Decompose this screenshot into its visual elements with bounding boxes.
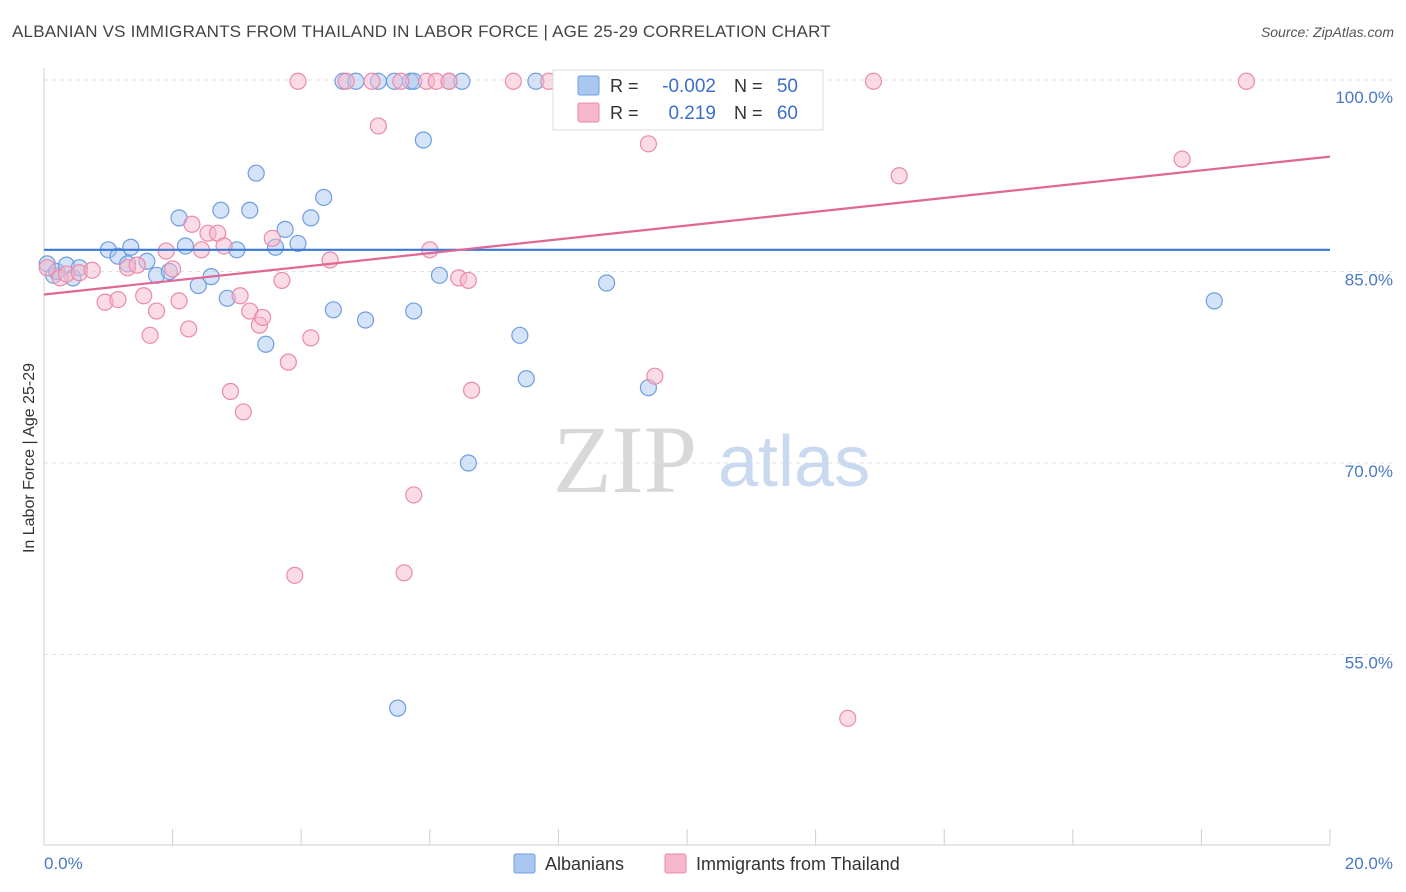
albanians-point <box>430 266 449 284</box>
x-tick-label-max: 20.0% <box>1345 854 1393 873</box>
thailand-point <box>147 302 166 320</box>
stats-legend: R = -0.002 N = 50 R = 0.219 N = 60 <box>552 69 824 131</box>
thailand-point <box>639 135 658 153</box>
thailand-point <box>141 326 159 344</box>
albanians-point <box>212 201 230 219</box>
thailand-point <box>405 486 423 504</box>
grid-lines <box>44 79 1393 655</box>
y-tick-labels: 55.0% 70.0% 85.0% 100.0% <box>1335 88 1393 673</box>
albanians-point <box>511 326 529 344</box>
albanians-point <box>414 131 432 149</box>
legend-swatch-thailand <box>577 102 600 123</box>
legend-r-value-thailand: 0.219 <box>668 103 716 124</box>
thailand-point <box>128 256 146 274</box>
thailand-point <box>459 271 477 290</box>
thailand-point <box>234 403 252 421</box>
thailand-point <box>462 381 481 399</box>
albanians-point <box>302 209 320 227</box>
thailand-point <box>170 292 188 310</box>
watermark: ZIP atlas <box>553 406 870 513</box>
albanians-point <box>517 370 535 388</box>
y-axis-label: In Labor Force | Age 25-29 <box>21 363 38 553</box>
albanians-point <box>356 311 375 329</box>
chart-source: Source: ZipAtlas.com <box>1260 24 1394 40</box>
thailand-point <box>395 564 413 582</box>
legend-n-value-albanians: 50 <box>777 76 798 97</box>
chart-title: ALBANIAN VS IMMIGRANTS FROM THAILAND IN … <box>12 22 831 41</box>
albanians-point <box>389 699 407 717</box>
albanians-point <box>122 238 140 256</box>
albanians-point <box>598 274 616 292</box>
legend-n-label-albanians: N = <box>734 76 763 96</box>
y-tick-label: 70.0% <box>1345 462 1393 481</box>
bottom-legend-label-albanians: Albanians <box>545 854 624 874</box>
bottom-legend-swatch-albanians <box>513 853 536 874</box>
albanians-point <box>241 201 259 219</box>
albanians-point <box>1205 292 1223 310</box>
y-tick-label: 85.0% <box>1345 271 1393 290</box>
thailand-point <box>183 215 201 233</box>
thailand-point <box>38 259 56 277</box>
thailand-point <box>646 367 664 385</box>
legend-r-label-albanians: R = <box>610 76 639 96</box>
thailand-point <box>1173 150 1191 168</box>
y-tick-label: 55.0% <box>1345 654 1393 673</box>
thailand-point <box>337 72 355 90</box>
bottom-legend-label-thailand: Immigrants from Thailand <box>696 854 900 874</box>
thailand-point <box>231 287 249 305</box>
legend-n-label-thailand: N = <box>734 103 763 123</box>
trend-lines <box>43 155 1331 296</box>
x-tick-label-min: 0.0% <box>44 854 83 873</box>
thailand-point <box>890 167 908 185</box>
albanians-point <box>257 335 275 353</box>
thailand-point <box>164 260 182 278</box>
albanians-point <box>405 302 423 320</box>
thailand-point <box>864 72 883 90</box>
thailand-point <box>254 308 272 327</box>
thailand-point <box>263 229 281 247</box>
thailand-point <box>109 290 127 309</box>
thailand-point <box>83 261 101 279</box>
thailand-point <box>321 251 339 269</box>
thailand-point <box>302 329 320 347</box>
watermark-zip: ZIP <box>553 406 697 513</box>
x-axis-ticks <box>43 829 1331 845</box>
data-points <box>38 72 1256 727</box>
albanians-point <box>176 237 195 255</box>
bottom-legend: Albanians Immigrants from Thailand <box>513 853 900 874</box>
legend-swatch-albanians <box>577 75 600 96</box>
albanians-point <box>276 220 294 238</box>
thailand-point <box>279 353 297 371</box>
watermark-atlas: atlas <box>718 422 870 502</box>
thailand-point <box>286 566 304 584</box>
y-tick-label: 100.0% <box>1335 88 1393 107</box>
thailand-point <box>289 72 307 90</box>
thailand-point <box>157 242 175 260</box>
thailand-point <box>504 72 522 90</box>
thailand-point <box>363 72 381 90</box>
thailand-point <box>839 709 857 727</box>
thailand-point <box>180 320 198 338</box>
thailand-point <box>215 237 233 255</box>
thailand-point <box>392 72 410 90</box>
bottom-legend-swatch-thailand <box>664 853 687 874</box>
thailand-point <box>221 382 240 401</box>
thailand-point <box>273 271 291 290</box>
albanians-point <box>315 188 333 207</box>
thailand-point <box>440 72 458 90</box>
legend-r-label-thailand: R = <box>610 103 639 123</box>
albanians-point <box>247 164 265 182</box>
albanians-point <box>324 301 342 319</box>
thailand-point <box>1237 72 1256 90</box>
albanians-point <box>289 234 307 253</box>
thailand-trend-line <box>43 155 1331 296</box>
thailand-point <box>135 287 153 305</box>
legend-n-value-thailand: 60 <box>777 103 798 124</box>
thailand-point <box>369 117 387 135</box>
albanians-point <box>459 454 477 472</box>
legend-r-value-albanians: -0.002 <box>662 76 716 97</box>
